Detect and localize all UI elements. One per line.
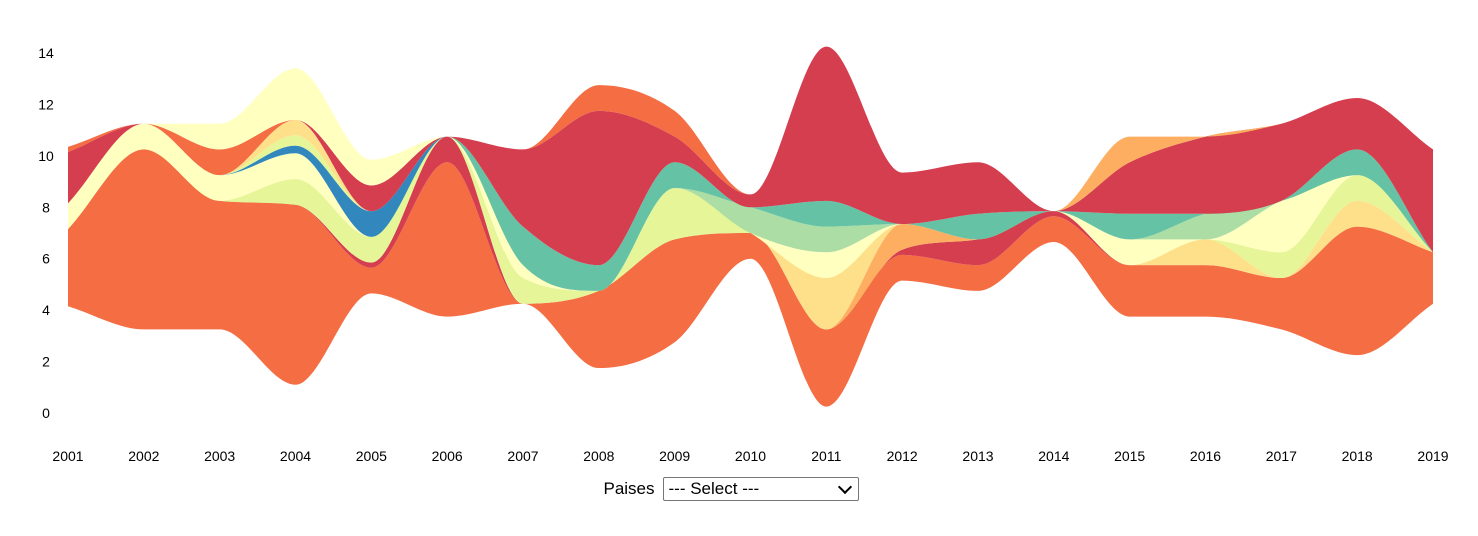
stream-layer-12[interactable] (68, 46, 1433, 266)
stream-layer-5[interactable] (68, 136, 1433, 304)
x-tick-label: 2006 (432, 448, 463, 464)
y-tick-label: 4 (42, 302, 50, 318)
country-select[interactable]: --- Select --- (662, 477, 859, 501)
x-tick-label: 2018 (1342, 448, 1373, 464)
stream-layer-9[interactable] (68, 123, 1433, 266)
y-tick-label: 12 (38, 96, 54, 112)
y-tick-label: 2 (42, 354, 50, 370)
country-filter-label: Paises (603, 479, 655, 498)
stream-layers (68, 46, 1433, 407)
x-tick-label: 2010 (735, 448, 766, 464)
x-tick-label: 2015 (1114, 448, 1145, 464)
x-tick-label: 2004 (280, 448, 311, 464)
x-tick-label: 2002 (128, 448, 159, 464)
stream-layer-14[interactable] (68, 46, 1433, 212)
y-tick-label: 10 (38, 148, 54, 164)
x-tick-label: 2007 (507, 448, 538, 464)
country-select-value: --- Select --- (668, 479, 760, 498)
x-tick-label: 2012 (887, 448, 918, 464)
streamgraph-chart: 0 2 4 6 8 10 12 14 2001 2002 2003 2004 2005 2006 2007… (38, 45, 1449, 464)
x-axis: 2001 2002 2003 2004 2005 2006 2007 2008 2009 2010… (52, 448, 1448, 464)
x-tick-label: 2014 (1038, 448, 1069, 464)
x-tick-label: 2001 (52, 448, 83, 464)
x-tick-label: 2017 (1266, 448, 1297, 464)
y-tick-label: 6 (42, 251, 50, 267)
filter-controls: Paises --- Select --- (0, 477, 1478, 501)
x-tick-label: 2009 (659, 448, 690, 464)
chevron-down-icon (837, 479, 852, 494)
stream-layer-1[interactable] (68, 149, 1433, 407)
x-tick-label: 2016 (1190, 448, 1221, 464)
x-tick-label: 2011 (811, 448, 841, 464)
x-tick-label: 2008 (583, 448, 614, 464)
x-tick-label: 2013 (962, 448, 993, 464)
x-tick-label: 2005 (356, 448, 387, 464)
y-tick-label: 0 (42, 405, 50, 421)
y-axis: 0 2 4 6 8 10 12 14 (38, 45, 54, 421)
x-tick-label: 2019 (1417, 448, 1448, 464)
x-tick-label: 2003 (204, 448, 235, 464)
y-tick-label: 14 (38, 45, 54, 61)
y-tick-label: 8 (42, 199, 50, 215)
